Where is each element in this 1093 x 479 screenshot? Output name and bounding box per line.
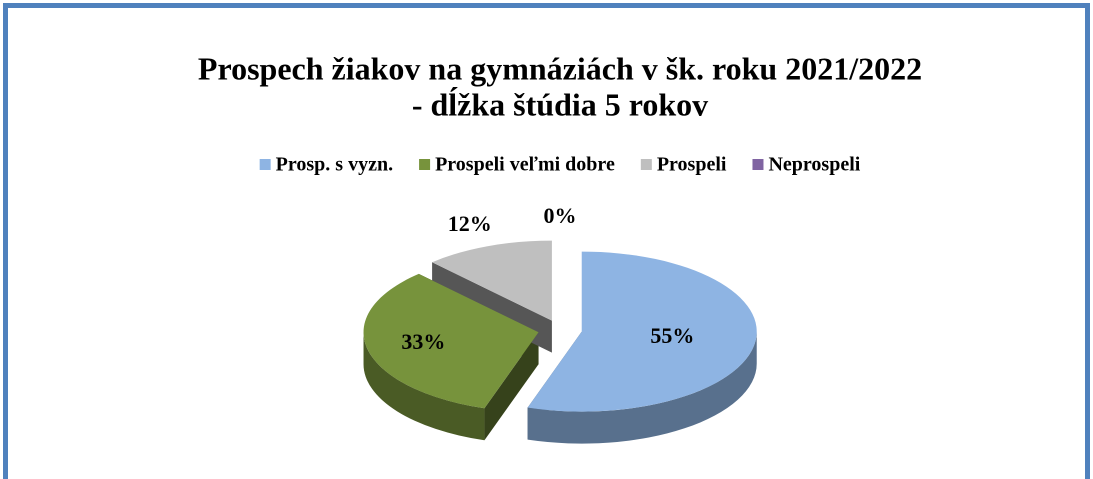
legend-label: Prosp. s vyzn. xyxy=(276,154,393,176)
data-label: 55% xyxy=(650,323,694,348)
chart-title: Prospech žiakov na gymnáziách v šk. roku… xyxy=(198,50,922,86)
slice-side xyxy=(363,332,485,441)
data-label: 33% xyxy=(401,329,445,354)
legend-swatch xyxy=(259,159,271,170)
slice xyxy=(432,240,552,321)
slice-wall xyxy=(484,332,539,441)
legend-label: Prospeli veľmi dobre xyxy=(435,154,615,176)
slice xyxy=(363,273,539,409)
legend-swatch xyxy=(640,159,652,170)
legend-label: Neprospeli xyxy=(768,154,860,176)
data-label: 0% xyxy=(544,203,577,228)
pie-layer xyxy=(363,240,757,412)
slice-side xyxy=(527,331,757,444)
data-label: 12% xyxy=(448,211,492,236)
frame xyxy=(3,3,1090,479)
legend-swatch xyxy=(419,159,431,170)
legend-label: Prospeli xyxy=(657,154,727,176)
slice xyxy=(527,251,757,412)
chart-title: - dĺžka štúdia 5 rokov xyxy=(412,86,708,122)
legend-swatch xyxy=(752,159,764,170)
